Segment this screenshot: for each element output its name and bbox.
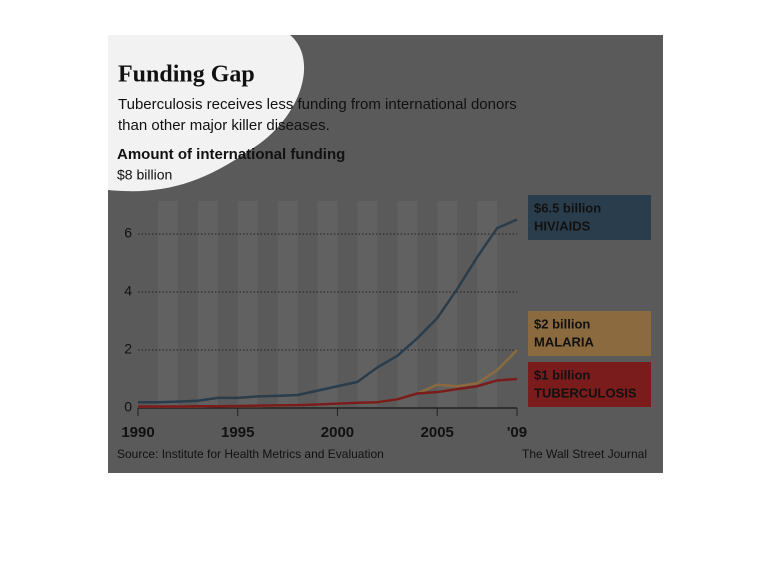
label-box	[528, 362, 651, 407]
label-box	[528, 311, 651, 356]
value-label: $1 billion	[534, 367, 590, 382]
x-tick-label: 1990	[121, 424, 154, 441]
x-tick-label: '09	[507, 424, 527, 441]
x-tick-label: 1995	[221, 424, 254, 441]
year-stripe	[317, 201, 338, 408]
y-tick-label: 4	[124, 283, 132, 299]
legend-label: HIV/AIDS	[534, 218, 591, 233]
chart-title: Funding Gap	[118, 62, 255, 88]
y-tick-label: 0	[124, 399, 132, 415]
year-stripe	[277, 201, 298, 408]
y-tick-label: 2	[124, 341, 132, 357]
y-tick-label: 6	[124, 225, 132, 241]
series-line	[138, 377, 518, 408]
x-tick-label: 2000	[321, 424, 354, 441]
axis-label: Amount of international funding	[117, 146, 345, 163]
legend-label: TUBERCULOSIS	[534, 385, 637, 400]
y-tick-label: $8 billion	[117, 167, 172, 183]
label-box	[528, 195, 651, 240]
source: Source: Institute for Health Metrics and…	[117, 447, 384, 461]
year-stripe	[357, 201, 378, 408]
year-stripe	[197, 201, 218, 408]
heat-spot	[108, 35, 305, 192]
x-tick-label: 2005	[421, 424, 454, 441]
value-label: $2 billion	[534, 316, 590, 331]
series-line	[138, 218, 518, 404]
chart-subtitle: than other major killer diseases.	[118, 117, 330, 134]
year-stripe	[477, 201, 498, 408]
year-stripe	[237, 201, 258, 408]
year-stripe	[157, 201, 178, 408]
legend-label: MALARIA	[534, 334, 595, 349]
credit: The Wall Street Journal	[522, 447, 647, 461]
chart-subtitle: Tuberculosis receives less funding from …	[118, 96, 517, 113]
year-stripe	[397, 201, 418, 408]
value-label: $6.5 billion	[534, 200, 601, 215]
